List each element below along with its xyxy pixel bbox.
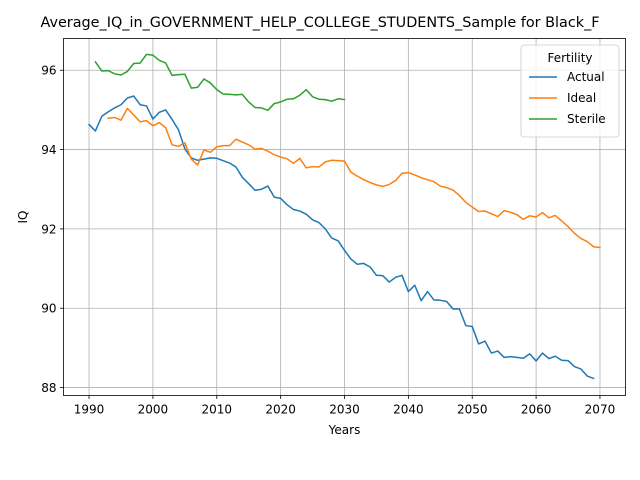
y-tick-label: 88 (41, 381, 56, 395)
y-tick-label: 90 (41, 302, 56, 316)
x-tick-label: 2040 (393, 403, 424, 417)
legend: Fertility Actual Ideal Sterile (520, 44, 620, 138)
series-line-actual (87, 95, 595, 380)
series-line-sterile (94, 53, 346, 112)
y-tick-label: 92 (41, 222, 56, 236)
y-tick-label: 94 (41, 143, 56, 157)
x-tick-label: 2010 (201, 403, 232, 417)
x-tick-label: 2000 (138, 403, 169, 417)
legend-label-actual: Actual (567, 70, 605, 84)
x-tick-label: 2050 (457, 403, 488, 417)
y-axis-label: IQ (16, 211, 30, 224)
chart-title: Average_IQ_in_GOVERNMENT_HELP_COLLEGE_ST… (40, 15, 599, 31)
x-tick-label: 2070 (585, 403, 616, 417)
legend-title: Fertility (547, 51, 592, 65)
x-tick-label: 2060 (521, 403, 552, 417)
y-axis-ticks: 88 90 92 94 96 (41, 64, 64, 395)
legend-box (520, 44, 620, 138)
x-tick-label: 2020 (265, 403, 296, 417)
legend-label-sterile: Sterile (567, 112, 606, 126)
series-line-ideal (107, 107, 601, 249)
legend-label-ideal: Ideal (567, 91, 596, 105)
x-axis-label: Years (328, 423, 361, 437)
x-axis-ticks: 1990 2000 2010 2020 2030 2040 2050 2060 2070 (74, 395, 616, 417)
y-tick-label: 96 (41, 64, 56, 78)
x-tick-label: 2030 (329, 403, 360, 417)
x-tick-label: 1990 (74, 403, 105, 417)
series-lines (87, 53, 601, 380)
